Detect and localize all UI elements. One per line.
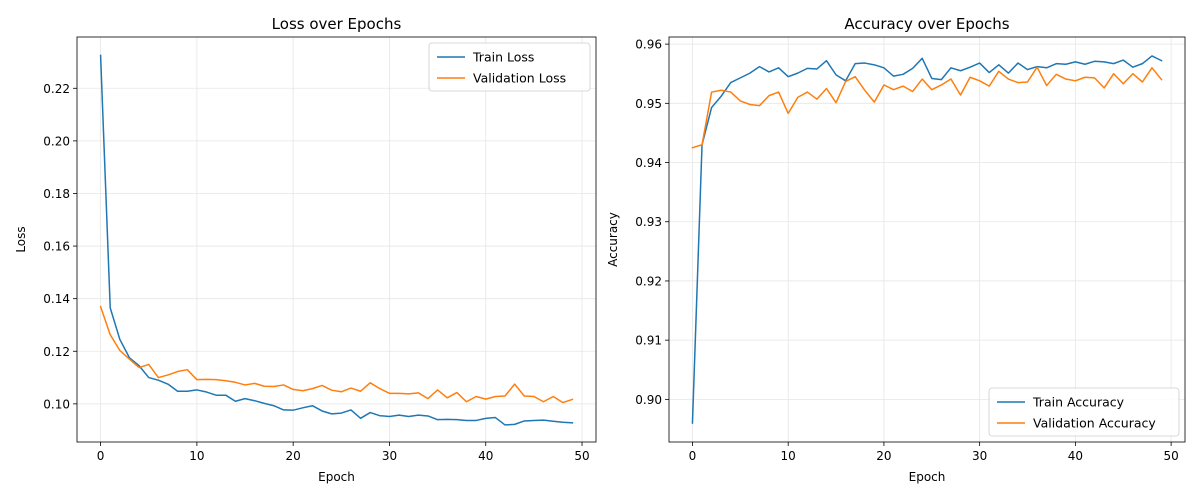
x-tick-label: 0 [97,449,105,463]
x-tick-label: 40 [1068,449,1083,463]
chart-title: Loss over Epochs [272,15,402,33]
series-line-validation [99,305,574,404]
plot-frame [668,36,1186,443]
y-tick-label: 0.12 [43,345,70,359]
y-tick-label: 0.93 [635,215,662,229]
y-tick-label: 0.18 [43,187,70,201]
y-tick-label: 0.16 [43,240,70,254]
x-tick-label: 20 [286,449,301,463]
x-tick-label: 50 [574,449,589,463]
x-tick-label: 10 [781,449,796,463]
legend-label: Validation Accuracy [1033,416,1156,431]
y-tick-label: 0.90 [635,393,662,407]
series-line-train [691,55,1163,424]
x-tick-label: 0 [689,449,697,463]
x-tick-label: 50 [1163,449,1178,463]
legend-label: Validation Loss [473,71,566,86]
chart-1: 0 10 20 30 40 50 0.90 0.91 0.92 0.93 0.94 0.95 0.96 A… [606,15,1186,484]
x-tick-label: 20 [876,449,891,463]
y-tick-label: 0.92 [635,274,662,288]
y-tick-label: 0.14 [43,292,70,306]
x-tick-label: 30 [382,449,397,463]
x-tick-label: 30 [972,449,987,463]
legend-box [428,42,591,92]
legend: Train Loss Validation Loss [428,42,591,92]
y-tick-label: 0.95 [635,97,662,111]
y-tick-label: 0.10 [43,397,70,411]
legend: Train Accuracy Validation Accuracy [988,387,1180,437]
chart-title: Accuracy over Epochs [844,15,1009,33]
y-tick-label: 0.94 [635,156,662,170]
legend-label: Train Loss [472,50,534,65]
series-line-train [99,54,574,426]
y-axis-label: Loss [14,226,28,252]
x-axis-label: Epoch [318,470,355,484]
x-tick-label: 40 [478,449,493,463]
legend-box [988,387,1180,437]
chart-0: 0 10 20 30 40 50 0.10 0.12 0.14 0.16 0.18 0.20 0.22 L… [14,15,597,484]
x-tick-label: 10 [189,449,204,463]
x-axis-label: Epoch [909,470,946,484]
series-line-validation [691,66,1163,149]
y-tick-label: 0.20 [43,134,70,148]
y-tick-label: 0.22 [43,82,70,96]
y-tick-label: 0.96 [635,38,662,52]
y-tick-label: 0.91 [635,334,662,348]
plot-frame [76,36,597,443]
legend-label: Train Accuracy [1032,395,1125,410]
y-axis-label: Accuracy [606,212,620,267]
